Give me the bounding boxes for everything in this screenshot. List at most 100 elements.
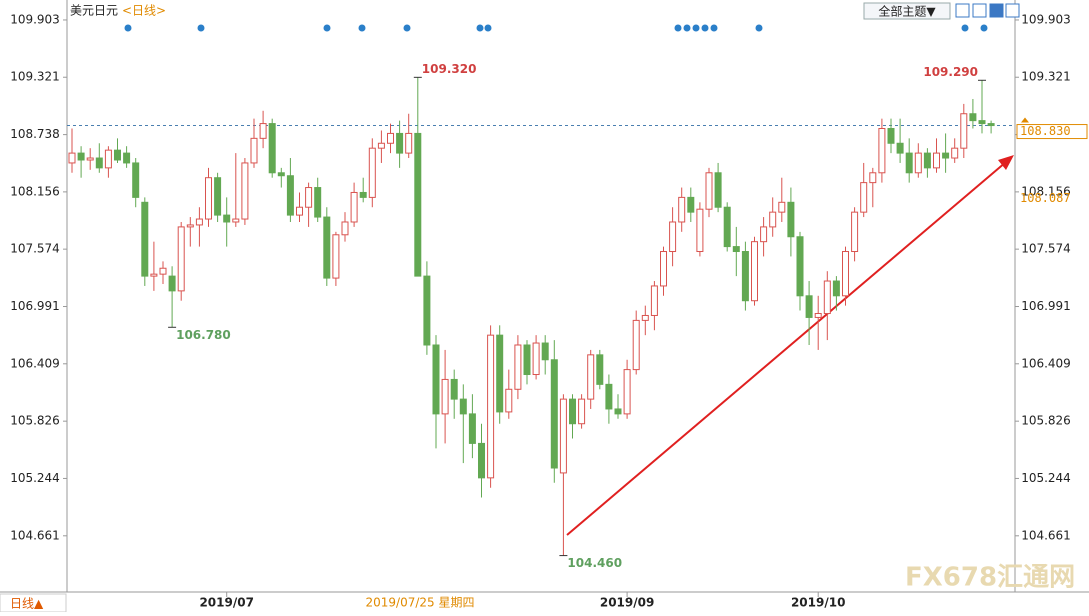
annotation-label: 106.780 <box>176 328 231 342</box>
candle-body <box>541 342 549 361</box>
candle-body <box>978 120 986 125</box>
candle-body <box>441 378 449 415</box>
y-tick-label: 105.826 <box>10 414 60 428</box>
y-tick-label: 107.574 <box>10 242 60 256</box>
candle-body <box>332 234 340 279</box>
candle-body <box>368 147 376 198</box>
event-dot[interactable] <box>323 24 331 32</box>
candle-body <box>478 442 485 479</box>
candle-body <box>195 218 203 226</box>
candle-body <box>669 221 677 253</box>
theme-button[interactable]: 全部主题▼ <box>863 2 951 20</box>
candle-body <box>705 172 713 210</box>
candle-body <box>987 123 995 127</box>
candle-body <box>660 251 667 287</box>
candle-body <box>314 187 322 218</box>
candle-body <box>751 241 758 302</box>
watermark: FX678汇通网 <box>905 563 1075 593</box>
tool-icon[interactable] <box>955 3 970 18</box>
candle-body <box>323 216 331 279</box>
y-tick-label: 106.991 <box>10 299 60 313</box>
last-price-marker <box>1021 117 1029 123</box>
trend-arrow <box>566 161 1007 536</box>
candle-body <box>951 147 959 159</box>
candle-body <box>887 128 895 144</box>
y-tick-label: 108.156 <box>10 184 60 198</box>
candle-body <box>896 142 904 154</box>
y-tick-label: 108.738 <box>10 127 60 141</box>
event-dot[interactable] <box>484 24 492 32</box>
candle-body <box>168 275 176 292</box>
event-dot[interactable] <box>755 24 763 32</box>
candle-body <box>614 408 622 415</box>
event-dot[interactable] <box>403 24 411 32</box>
event-dot[interactable] <box>124 24 132 32</box>
candle-body <box>942 152 950 159</box>
candle-body <box>95 157 103 169</box>
event-dot[interactable] <box>980 24 988 32</box>
x-tick-label: 2019/09 <box>600 596 654 610</box>
event-dot[interactable] <box>197 24 205 32</box>
candle-body <box>77 152 85 161</box>
tool-icon[interactable] <box>1005 3 1020 18</box>
candle-body <box>696 208 704 253</box>
event-dot[interactable] <box>710 24 718 32</box>
event-dot[interactable] <box>683 24 691 32</box>
y-tick-label: 109.321 <box>10 70 60 84</box>
event-dot[interactable] <box>358 24 366 32</box>
theme-button-label[interactable]: 全部主题▼ <box>878 4 936 19</box>
y-tick-label-right: 105.826 <box>1021 414 1071 428</box>
candle-body <box>496 334 504 413</box>
candle-body <box>68 152 76 164</box>
candle-body <box>432 344 440 415</box>
candle-body <box>914 152 922 174</box>
x-tick-label: 2019/07 <box>199 596 253 610</box>
candle-body <box>359 191 367 198</box>
last-price-box <box>1016 124 1088 140</box>
candle-body <box>787 201 795 238</box>
event-dot[interactable] <box>674 24 682 32</box>
candle-body <box>851 211 859 253</box>
candle-body <box>277 172 285 177</box>
candle-body <box>650 285 658 316</box>
y-tick-label: 106.409 <box>10 356 60 370</box>
candle-body <box>459 398 467 415</box>
candle-body <box>878 128 886 174</box>
y-tick-label: 105.244 <box>10 471 60 485</box>
candle-body <box>905 152 913 174</box>
candle-body <box>587 354 595 400</box>
y-tick-label-right: 107.574 <box>1021 242 1071 256</box>
candle-body <box>132 162 140 198</box>
candle-body <box>687 196 695 213</box>
candle-body <box>259 123 267 139</box>
candle-body <box>205 177 212 220</box>
candle-body <box>923 152 931 169</box>
candle-body <box>414 132 422 277</box>
tool-icon[interactable] <box>972 3 987 18</box>
candle-body <box>860 182 868 213</box>
candle-body <box>114 149 121 161</box>
event-dot[interactable] <box>961 24 969 32</box>
y-tick-label-right: 106.409 <box>1021 356 1071 370</box>
candle-body <box>641 314 649 321</box>
theme-button-box[interactable] <box>863 2 951 20</box>
candle-body <box>814 313 822 318</box>
candle-body <box>805 295 813 318</box>
candle-body <box>960 113 968 149</box>
event-dot[interactable] <box>476 24 484 32</box>
candle-body <box>832 280 840 297</box>
candle-body <box>732 246 740 253</box>
y-tick-label-right: 109.903 <box>1021 12 1071 26</box>
event-dot[interactable] <box>692 24 700 32</box>
candle-body <box>487 334 495 479</box>
candle-body <box>741 251 749 302</box>
candle-body <box>623 369 631 415</box>
candle-body <box>350 191 358 223</box>
candle-body <box>569 398 576 425</box>
candle-body <box>141 201 149 277</box>
event-dot[interactable] <box>701 24 709 32</box>
period-tab-label[interactable]: 日线▲ <box>10 597 44 611</box>
tool-icon[interactable] <box>989 3 1004 18</box>
